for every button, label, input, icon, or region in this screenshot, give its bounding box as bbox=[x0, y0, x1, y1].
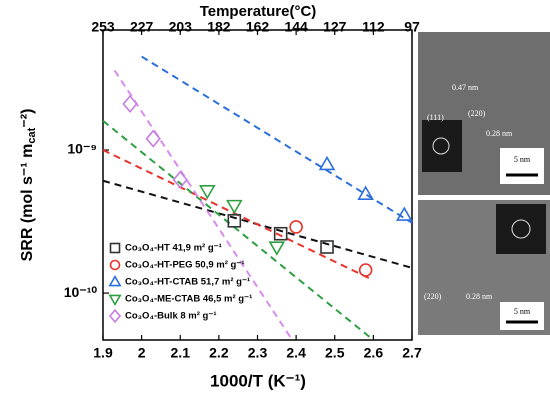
data-point bbox=[358, 263, 373, 277]
x-tick-label: 2.2 bbox=[209, 345, 229, 361]
data-point bbox=[273, 226, 288, 241]
legend-label: Co₃O₄-Bulk 8 m² g⁻¹ bbox=[125, 311, 217, 322]
legend-label: Co₃O₄-ME-CTAB 46,5 m² g⁻¹ bbox=[125, 294, 252, 305]
data-point bbox=[199, 185, 216, 200]
scale-box bbox=[500, 148, 544, 184]
scale-label: 5 nm bbox=[514, 307, 531, 316]
fit-line bbox=[102, 120, 375, 341]
legend-label: Co₃O₄-HT-PEG 50,9 m² g⁻¹ bbox=[125, 260, 245, 271]
x-tick-label: 2.4 bbox=[286, 345, 306, 361]
x2-tick-label: 182 bbox=[207, 19, 231, 35]
data-point bbox=[320, 240, 334, 254]
data-point bbox=[268, 241, 286, 256]
x2-tick-label: 227 bbox=[130, 19, 154, 35]
x-tick-label: 2 bbox=[138, 345, 146, 361]
diffraction-ring bbox=[432, 137, 450, 155]
micrograph-1: 0.47 nm (111) (220) 0.28 nm 5 nm bbox=[418, 32, 550, 195]
data-point bbox=[289, 220, 303, 234]
diffraction-inset bbox=[496, 204, 546, 254]
y-label-part: cat bbox=[26, 127, 38, 143]
x2-tick-label: 162 bbox=[246, 19, 270, 35]
data-point bbox=[318, 155, 336, 171]
tem-label: (111) bbox=[427, 113, 444, 122]
legend-marker bbox=[108, 294, 122, 307]
data-point bbox=[226, 199, 243, 215]
x2-tick-label: 112 bbox=[362, 19, 385, 35]
x2-tick-label: 144 bbox=[284, 19, 308, 35]
tem-label: (220) bbox=[468, 109, 486, 118]
tem-label: (220) bbox=[424, 292, 442, 301]
legend-label: Co₃O₄-HT 41,9 m² g⁻¹ bbox=[125, 243, 222, 254]
scale-label: 5 nm bbox=[514, 155, 531, 164]
x-tick-label: 2.6 bbox=[364, 345, 384, 361]
data-point bbox=[122, 94, 138, 113]
x-label: 1000/T (K⁻¹) bbox=[210, 371, 306, 390]
legend-marker bbox=[108, 274, 122, 287]
tem-label: 0.47 nm bbox=[452, 83, 479, 92]
x-tick-label: 2.7 bbox=[402, 345, 422, 361]
diffraction-ring bbox=[511, 219, 531, 239]
x2-tick-label: 203 bbox=[169, 19, 193, 35]
x-tick-label: 2.1 bbox=[171, 345, 191, 361]
tem-label: 0.28 nm bbox=[466, 292, 493, 301]
legend-marker bbox=[109, 308, 121, 324]
x2-tick-label: 97 bbox=[404, 19, 420, 35]
data-point bbox=[357, 185, 374, 200]
x2-label: Temperature(°C) bbox=[200, 3, 317, 20]
diffraction-inset bbox=[422, 120, 462, 172]
y-tick-label: 10⁻⁹ bbox=[67, 141, 97, 157]
x2-tick-label: 127 bbox=[323, 19, 347, 35]
x-tick-label: 2.5 bbox=[325, 345, 345, 361]
scale-box bbox=[500, 302, 544, 330]
legend-marker bbox=[109, 259, 121, 271]
data-point bbox=[145, 129, 161, 148]
y-tick-label: 10⁻¹⁰ bbox=[64, 284, 98, 300]
x-tick-label: 2.3 bbox=[248, 345, 268, 361]
data-point bbox=[172, 170, 188, 189]
x-tick-label: 1.9 bbox=[93, 345, 113, 361]
y-label-part: SRR (mol s⁻¹ m bbox=[19, 144, 36, 262]
legend-label: Co₃O₄-HT-CTAB 51,7 m² g⁻¹ bbox=[125, 277, 250, 288]
fit-line bbox=[141, 55, 413, 224]
y-label: SRR (mol s⁻¹ mcat⁻²) bbox=[19, 109, 38, 262]
legend-marker bbox=[109, 242, 121, 254]
y-label-part: ⁻²) bbox=[19, 109, 36, 128]
fit-line bbox=[113, 69, 294, 341]
tem-label: 0.28 nm bbox=[486, 129, 513, 138]
micrograph-2: (220) 0.28 nm 5 nm bbox=[418, 200, 550, 335]
data-point bbox=[227, 214, 242, 228]
data-point bbox=[395, 206, 413, 221]
x2-tick-label: 253 bbox=[91, 19, 115, 35]
